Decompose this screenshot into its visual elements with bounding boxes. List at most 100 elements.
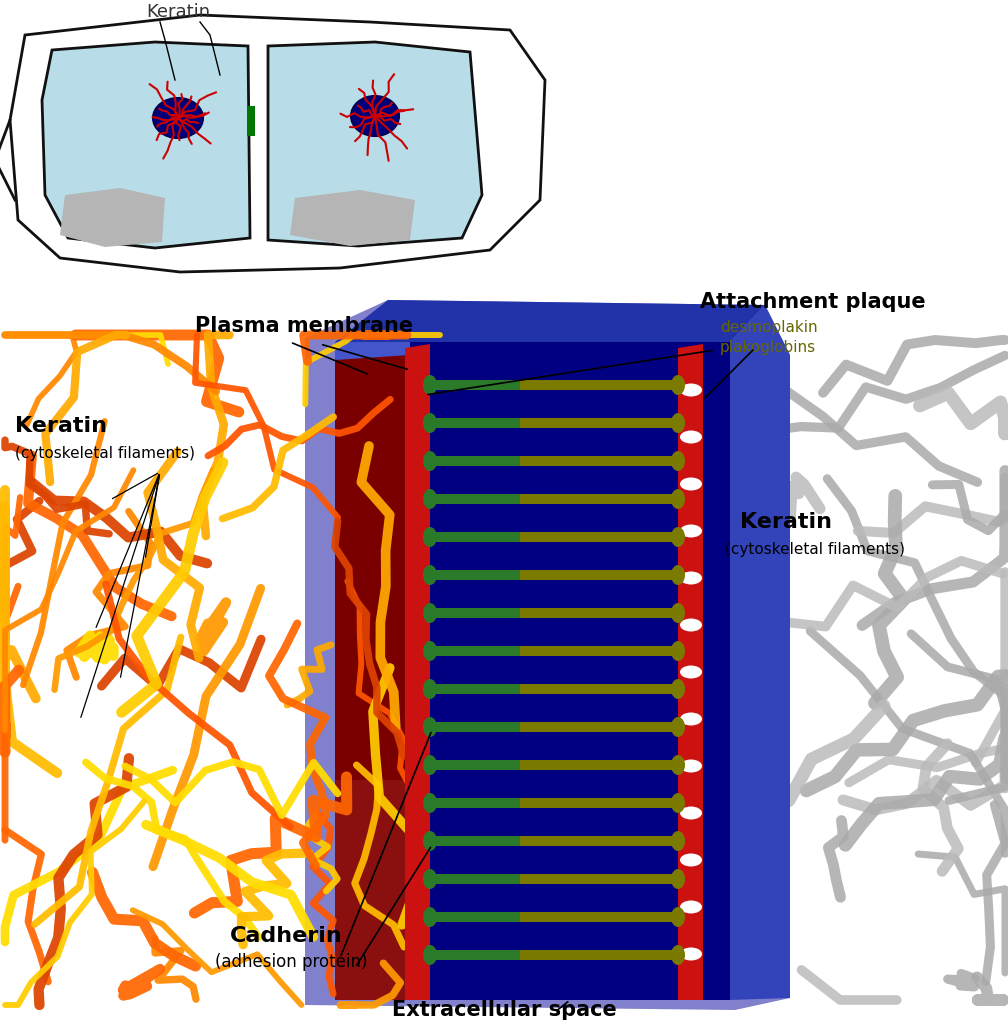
Polygon shape	[678, 344, 703, 1000]
Bar	[520, 456, 678, 466]
Ellipse shape	[680, 900, 702, 913]
Ellipse shape	[680, 384, 702, 396]
Bar	[520, 874, 678, 884]
Polygon shape	[335, 780, 410, 1000]
Bar	[430, 798, 580, 808]
Bar	[520, 494, 678, 504]
Text: Keratin: Keratin	[15, 416, 107, 436]
Text: (cytoskeletal filaments): (cytoskeletal filaments)	[725, 542, 905, 557]
Bar	[430, 456, 580, 466]
Ellipse shape	[423, 451, 437, 471]
Ellipse shape	[423, 717, 437, 737]
Text: plakoglobins: plakoglobins	[720, 340, 816, 355]
Polygon shape	[305, 300, 790, 1010]
Text: Plasma membrane: Plasma membrane	[195, 316, 413, 336]
Ellipse shape	[423, 565, 437, 585]
Ellipse shape	[671, 603, 685, 623]
Polygon shape	[405, 344, 430, 1000]
Bar	[430, 950, 580, 961]
Ellipse shape	[423, 641, 437, 662]
Ellipse shape	[680, 477, 702, 490]
Bar	[520, 570, 678, 580]
Bar	[520, 912, 678, 922]
Ellipse shape	[671, 907, 685, 927]
Ellipse shape	[680, 760, 702, 772]
Ellipse shape	[680, 713, 702, 725]
Ellipse shape	[671, 717, 685, 737]
Bar	[430, 418, 580, 428]
Ellipse shape	[680, 571, 702, 585]
Ellipse shape	[423, 679, 437, 699]
Polygon shape	[730, 305, 790, 1000]
Bar	[430, 532, 580, 542]
Ellipse shape	[423, 603, 437, 623]
Bar	[520, 608, 678, 618]
Polygon shape	[335, 342, 410, 1000]
Ellipse shape	[671, 375, 685, 395]
Ellipse shape	[423, 489, 437, 509]
Ellipse shape	[423, 527, 437, 547]
Bar	[520, 418, 678, 428]
Text: (cytoskeletal filaments): (cytoskeletal filaments)	[15, 446, 195, 461]
Text: desmoplakin: desmoplakin	[720, 319, 817, 335]
Ellipse shape	[680, 853, 702, 866]
Bar	[247, 106, 255, 136]
Ellipse shape	[671, 489, 685, 509]
Bar	[520, 684, 678, 694]
Ellipse shape	[680, 524, 702, 538]
Polygon shape	[335, 342, 730, 1000]
Ellipse shape	[671, 565, 685, 585]
Ellipse shape	[423, 869, 437, 889]
Bar	[520, 836, 678, 846]
Ellipse shape	[671, 755, 685, 775]
Bar	[430, 874, 580, 884]
Polygon shape	[60, 188, 165, 247]
Bar	[430, 380, 580, 390]
Bar	[430, 646, 580, 656]
Ellipse shape	[680, 618, 702, 632]
Polygon shape	[335, 355, 410, 790]
Ellipse shape	[671, 413, 685, 433]
Text: Keratin: Keratin	[740, 512, 832, 532]
Ellipse shape	[423, 907, 437, 927]
Ellipse shape	[423, 945, 437, 965]
Ellipse shape	[153, 98, 203, 138]
Polygon shape	[10, 15, 545, 272]
Bar	[430, 684, 580, 694]
Ellipse shape	[671, 831, 685, 851]
Bar	[520, 646, 678, 656]
Ellipse shape	[680, 430, 702, 443]
Polygon shape	[42, 42, 250, 248]
Ellipse shape	[423, 831, 437, 851]
Bar	[430, 570, 580, 580]
Bar	[520, 722, 678, 732]
Bar	[430, 494, 580, 504]
Ellipse shape	[671, 641, 685, 662]
Ellipse shape	[423, 375, 437, 395]
Bar	[430, 836, 580, 846]
Text: Cadherin: Cadherin	[230, 926, 343, 946]
Ellipse shape	[671, 451, 685, 471]
Text: (adhesion protein): (adhesion protein)	[215, 953, 368, 971]
Bar	[430, 722, 580, 732]
Ellipse shape	[680, 666, 702, 679]
Bar	[430, 912, 580, 922]
Ellipse shape	[423, 755, 437, 775]
Polygon shape	[335, 300, 765, 342]
Ellipse shape	[423, 413, 437, 433]
Ellipse shape	[671, 945, 685, 965]
Ellipse shape	[680, 947, 702, 961]
Ellipse shape	[671, 793, 685, 813]
Bar	[520, 532, 678, 542]
Bar	[520, 950, 678, 961]
Bar	[430, 608, 580, 618]
Polygon shape	[268, 42, 482, 246]
Polygon shape	[290, 190, 415, 246]
Bar	[520, 760, 678, 770]
Ellipse shape	[423, 793, 437, 813]
Text: Keratin: Keratin	[146, 3, 210, 22]
Text: Extracellular space: Extracellular space	[392, 1000, 616, 1020]
Bar	[520, 380, 678, 390]
Ellipse shape	[351, 96, 399, 136]
Ellipse shape	[671, 869, 685, 889]
